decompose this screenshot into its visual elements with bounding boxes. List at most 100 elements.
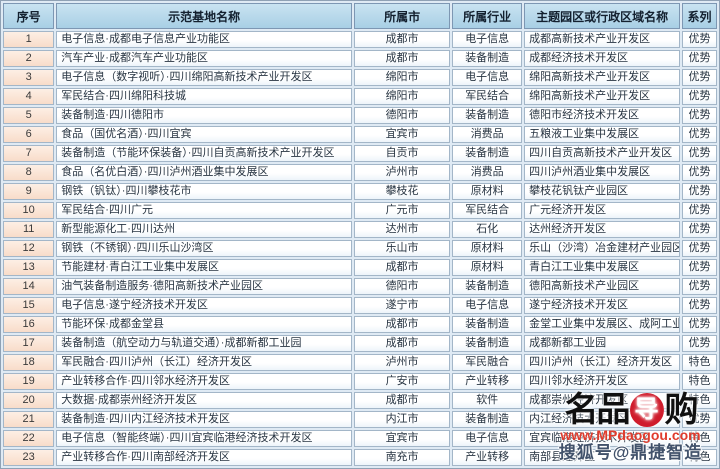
cell-name: 电子信息·成都电子信息产业功能区 — [56, 31, 352, 48]
cell-name: 钢铁（钒钛）·四川攀枝花市 — [56, 183, 352, 200]
cell-park: 青白江工业集中发展区 — [524, 259, 681, 276]
cell-name: 电子信息（数字视听）·四川绵阳高新技术产业开发区 — [56, 69, 352, 86]
cell-name: 汽车产业·成都汽车产业功能区 — [56, 50, 352, 67]
table-row: 19 产业转移合作·四川邻水经济开发区 广安市 产业转移 四川邻水经济开发区 特色 — [3, 373, 717, 390]
cell-series: 优势 — [682, 145, 717, 162]
cell-name: 电子信息（智能终端）·四川宜宾临港经济技术开发区 — [56, 430, 352, 447]
table-body: 1 电子信息·成都电子信息产业功能区 成都市 电子信息 成都高新技术产业开发区 优势 2 汽车… — [3, 31, 717, 466]
cell-series: 优势 — [682, 126, 717, 143]
cell-series: 优势 — [682, 278, 717, 295]
cell-name: 装备制造·四川内江经济技术开发区 — [56, 411, 352, 428]
cell-index: 7 — [3, 145, 55, 162]
table-row: 20 大数据·成都崇州经济开发区 成都市 软件 成都崇州经济开发区 特色 — [3, 392, 717, 409]
table-row: 9 钢铁（钒钛）·四川攀枝花市 攀枝花 原材料 攀枝花钒钛产业园区 优势 — [3, 183, 717, 200]
cell-industry: 军民结合 — [452, 88, 523, 105]
cell-index: 16 — [3, 316, 55, 333]
cell-index: 17 — [3, 335, 55, 352]
cell-city: 达州市 — [353, 221, 451, 238]
cell-city: 内江市 — [353, 411, 451, 428]
cell-series: 特色 — [682, 392, 717, 409]
cell-name: 油气装备制造服务·德阳高新技术产业园区 — [56, 278, 352, 295]
cell-name: 军民融合·四川泸州（长江）经济开发区 — [56, 354, 352, 371]
cell-park: 攀枝花钒钛产业园区 — [524, 183, 681, 200]
cell-park: 成都经济技术开发区 — [524, 50, 681, 67]
cell-name: 节能建材·青白江工业集中发展区 — [56, 259, 352, 276]
cell-name: 军民结合·四川广元 — [56, 202, 352, 219]
cell-name: 产业转移合作·四川南部经济开发区 — [56, 449, 352, 466]
header-row: 序号 示范基地名称 所属市 所属行业 主题园区或行政区域名称 系列 — [3, 3, 717, 29]
cell-name: 产业转移合作·四川邻水经济开发区 — [56, 373, 352, 390]
cell-index: 8 — [3, 164, 55, 181]
cell-index: 15 — [3, 297, 55, 314]
cell-series: 优势 — [682, 259, 717, 276]
col-header-name: 示范基地名称 — [56, 3, 352, 29]
cell-index: 22 — [3, 430, 55, 447]
cell-index: 21 — [3, 411, 55, 428]
cell-park: 内江经济技术开发区 — [524, 411, 681, 428]
cell-industry: 军民融合 — [452, 354, 523, 371]
cell-city: 德阳市 — [353, 278, 451, 295]
table-row: 17 装备制造（航空动力与轨道交通）·成都新都工业园 成都市 装备制造 成都新都工业园优… — [3, 335, 717, 352]
cell-series: 优势 — [682, 297, 717, 314]
cell-park: 四川泸州酒业集中发展区 — [524, 164, 681, 181]
cell-name: 节能环保·成都金堂县 — [56, 316, 352, 333]
cell-city: 成都市 — [353, 259, 451, 276]
cell-index: 2 — [3, 50, 55, 67]
cell-city: 绵阳市 — [353, 88, 451, 105]
cell-series: 优势 — [682, 69, 717, 86]
cell-series: 特色 — [682, 354, 717, 371]
cell-index: 9 — [3, 183, 55, 200]
cell-park: 四川邻水经济开发区 — [524, 373, 681, 390]
cell-industry: 电子信息 — [452, 430, 523, 447]
cell-park: 绵阳高新技术产业开发区 — [524, 88, 681, 105]
col-header-park: 主题园区或行政区域名称 — [524, 3, 681, 29]
cell-park: 成都崇州经济开发区 — [524, 392, 681, 409]
cell-city: 广安市 — [353, 373, 451, 390]
cell-series: 优势 — [682, 107, 717, 124]
cell-index: 14 — [3, 278, 55, 295]
cell-city: 广元市 — [353, 202, 451, 219]
cell-park: 达州经济开发区 — [524, 221, 681, 238]
cell-park: 乐山（沙湾）冶金建材产业园区 — [524, 240, 681, 257]
col-header-city: 所属市 — [353, 3, 451, 29]
cell-industry: 装备制造 — [452, 50, 523, 67]
cell-industry: 军民结合 — [452, 202, 523, 219]
cell-index: 23 — [3, 449, 55, 466]
cell-city: 宜宾市 — [353, 430, 451, 447]
cell-series: 优势 — [682, 316, 717, 333]
table-row: 3 电子信息（数字视听）·四川绵阳高新技术产业开发区 绵阳市 电子信息 绵阳高新技术产业… — [3, 69, 717, 86]
cell-park: 成都高新技术产业开发区 — [524, 31, 681, 48]
cell-series: 优势 — [682, 221, 717, 238]
table-row: 23 产业转移合作·四川南部经济开发区 南充市 产业转移 南部县经开区 特色 — [3, 449, 717, 466]
table-row: 13 节能建材·青白江工业集中发展区 成都市 原材料 青白江工业集中发展区 优势 — [3, 259, 717, 276]
cell-city: 成都市 — [353, 50, 451, 67]
cell-name: 军民结合·四川绵阳科技城 — [56, 88, 352, 105]
cell-park: 五粮液工业集中发展区 — [524, 126, 681, 143]
cell-industry: 石化 — [452, 221, 523, 238]
table-row: 11 新型能源化工·四川达州 达州市 石化 达州经济开发区 优势 — [3, 221, 717, 238]
cell-series: 特色 — [682, 430, 717, 447]
cell-index: 10 — [3, 202, 55, 219]
cell-park: 遂宁经济技术开发区 — [524, 297, 681, 314]
cell-industry: 消费品 — [452, 164, 523, 181]
cell-city: 成都市 — [353, 316, 451, 333]
cell-park: 绵阳高新技术产业开发区 — [524, 69, 681, 86]
cell-series: 优势 — [682, 31, 717, 48]
cell-park: 四川泸州（长江）经济开发区 — [524, 354, 681, 371]
cell-city: 宜宾市 — [353, 126, 451, 143]
cell-city: 德阳市 — [353, 107, 451, 124]
cell-city: 成都市 — [353, 392, 451, 409]
cell-name: 食品（名优白酒）·四川泸州酒业集中发展区 — [56, 164, 352, 181]
cell-name: 大数据·成都崇州经济开发区 — [56, 392, 352, 409]
cell-series: 优势 — [682, 240, 717, 257]
col-header-series: 系列 — [682, 3, 717, 29]
cell-park: 宜宾临港经济技术开发区 — [524, 430, 681, 447]
cell-industry: 电子信息 — [452, 297, 523, 314]
cell-city: 绵阳市 — [353, 69, 451, 86]
cell-index: 1 — [3, 31, 55, 48]
cell-industry: 装备制造 — [452, 316, 523, 333]
cell-index: 13 — [3, 259, 55, 276]
cell-name: 装备制造·四川德阳市 — [56, 107, 352, 124]
cell-index: 20 — [3, 392, 55, 409]
col-header-index: 序号 — [3, 3, 55, 29]
